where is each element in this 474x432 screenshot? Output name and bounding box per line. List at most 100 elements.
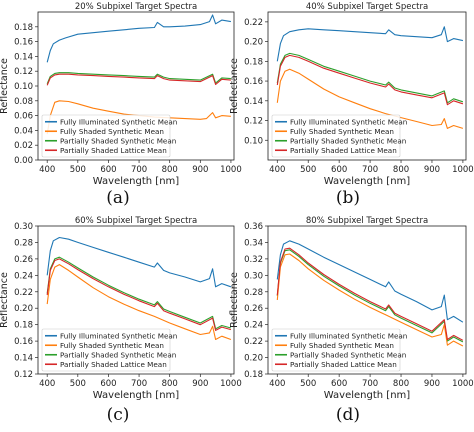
x-axis-label: Wavelength [nm] [324, 390, 410, 401]
series-line-partial_lattice [276, 54, 464, 106]
series-line-partial_synthetic [46, 256, 232, 330]
y-tick-label: 0.36 [244, 222, 263, 232]
y-tick-label: 0.02 [14, 141, 33, 151]
y-tick-label: 0.30 [14, 222, 33, 232]
panel-label-b: (b) [335, 188, 361, 208]
y-tick-label: 0.22 [244, 18, 263, 28]
chart-panel-c: 60% Subpixel Target Spectra 0.12 0.14 0.16 0… [0, 216, 242, 401]
x-tick-label: 800 [393, 165, 409, 175]
y-tick-label: 0.18 [244, 370, 263, 380]
y-tick-label: 0.16 [14, 337, 33, 347]
y-axis-label: Reflectance [0, 272, 10, 328]
x-tick-label: 400 [269, 379, 285, 389]
x-tick-label: 1000 [220, 379, 242, 389]
x-tick-label: 400 [269, 165, 285, 175]
legend-entry: Fully Shaded Synthetic Mean [60, 127, 164, 136]
series-line-illuminated [276, 240, 464, 323]
series-line-partial_synthetic [276, 249, 464, 343]
x-tick-label: 600 [331, 165, 347, 175]
y-tick-label: 0.18 [14, 321, 33, 331]
legend-entry: Partially Shaded Synthetic Mean [60, 350, 176, 359]
x-tick-label: 500 [70, 165, 86, 175]
series-line-illuminated [276, 26, 464, 62]
y-axis-label: Reflectance [0, 58, 10, 114]
y-tick-label: 0.24 [244, 321, 263, 331]
series-line-partial_synthetic [276, 52, 464, 104]
legend-box [271, 114, 401, 158]
y-axis-label: Reflectance [229, 58, 240, 114]
series-line-shaded [276, 68, 464, 129]
y-tick-label: 0.12 [14, 370, 33, 380]
y-tick-label: 0.24 [14, 271, 33, 281]
x-tick-label: 900 [192, 165, 208, 175]
x-tick-label: 500 [70, 379, 86, 389]
y-tick-label: 0.16 [14, 38, 33, 48]
chart-title: 20% Subpixel Target Spectra [75, 2, 197, 12]
panel-label-d: (d) [335, 405, 361, 425]
x-tick-label: 500 [300, 165, 316, 175]
series-line-illuminated [46, 14, 231, 63]
series-line-shaded [276, 253, 464, 347]
legend-entry: Partially Shaded Lattice Mean [60, 360, 167, 369]
chart-panel-d: 80% Subpixel Target Spectra 0.18 0.20 0.22 0… [229, 216, 474, 401]
y-tick-label: 0.20 [14, 304, 33, 314]
y-tick-label: 0.26 [244, 304, 263, 314]
chart-title: 40% Subpixel Target Spectra [306, 2, 428, 12]
chart-panel-a: 20% Subpixel Target Spectra 0.00 0.02 0.04 0… [0, 2, 242, 187]
x-tick-label: 800 [393, 379, 409, 389]
legend-entry: Fully Shaded Synthetic Mean [60, 341, 164, 350]
legend-entry: Fully Illuminated Synthetic Mean [290, 117, 407, 126]
x-tick-label: 600 [100, 379, 116, 389]
legend-entry: Partially Shaded Synthetic Mean [60, 136, 176, 145]
y-tick-label: 0.20 [244, 354, 263, 364]
y-tick-label: 0.14 [14, 52, 33, 62]
y-tick-label: 0.12 [14, 67, 33, 77]
x-tick-label: 700 [362, 165, 378, 175]
y-tick-label: 0.20 [244, 38, 263, 48]
x-tick-label: 500 [300, 379, 316, 389]
y-tick-label: 0.26 [14, 255, 33, 265]
legend-box [271, 328, 401, 372]
y-tick-label: 0.00 [14, 156, 33, 166]
legend-box [41, 114, 171, 158]
legend-entry: Fully Shaded Synthetic Mean [290, 127, 394, 136]
x-tick-label: 900 [424, 165, 440, 175]
y-axis-label: Reflectance [229, 272, 240, 328]
x-tick-label: 1000 [452, 379, 474, 389]
y-tick-label: 0.16 [244, 77, 263, 87]
y-tick-label: 0.12 [244, 117, 263, 127]
y-tick-label: 0.32 [244, 255, 263, 265]
x-axis-label: Wavelength [nm] [93, 176, 179, 187]
y-tick-label: 0.14 [244, 97, 263, 107]
series-line-shaded [46, 264, 232, 341]
y-tick-label: 0.22 [14, 288, 33, 298]
x-axis-label: Wavelength [nm] [324, 176, 410, 187]
legend-entry: Partially Shaded Synthetic Mean [290, 136, 406, 145]
y-tick-label: 0.10 [14, 82, 33, 92]
x-tick-label: 900 [192, 379, 208, 389]
x-tick-label: 400 [39, 379, 55, 389]
legend-entry: Fully Illuminated Synthetic Mean [60, 117, 177, 126]
y-tick-label: 0.04 [14, 126, 33, 136]
x-tick-label: 400 [39, 165, 55, 175]
y-tick-label: 0.28 [14, 238, 33, 248]
panel-label-a: (a) [106, 188, 130, 208]
legend-entry: Partially Shaded Lattice Mean [290, 360, 397, 369]
series-line-partial_lattice [276, 247, 464, 341]
y-tick-label: 0.18 [14, 23, 33, 33]
x-tick-label: 700 [131, 379, 147, 389]
series-line-partial_synthetic [46, 72, 231, 85]
x-tick-label: 1000 [220, 165, 242, 175]
x-tick-label: 800 [162, 379, 178, 389]
y-tick-label: 0.30 [244, 271, 263, 281]
y-tick-label: 0.18 [244, 57, 263, 67]
y-tick-label: 0.22 [244, 337, 263, 347]
chart-title: 80% Subpixel Target Spectra [306, 216, 428, 226]
legend-entry: Fully Shaded Synthetic Mean [290, 341, 394, 350]
x-tick-label: 600 [100, 165, 116, 175]
y-tick-label: 0.10 [244, 136, 263, 146]
y-tick-label: 0.28 [244, 288, 263, 298]
x-axis-label: Wavelength [nm] [93, 390, 179, 401]
legend-entry: Partially Shaded Lattice Mean [290, 146, 397, 155]
